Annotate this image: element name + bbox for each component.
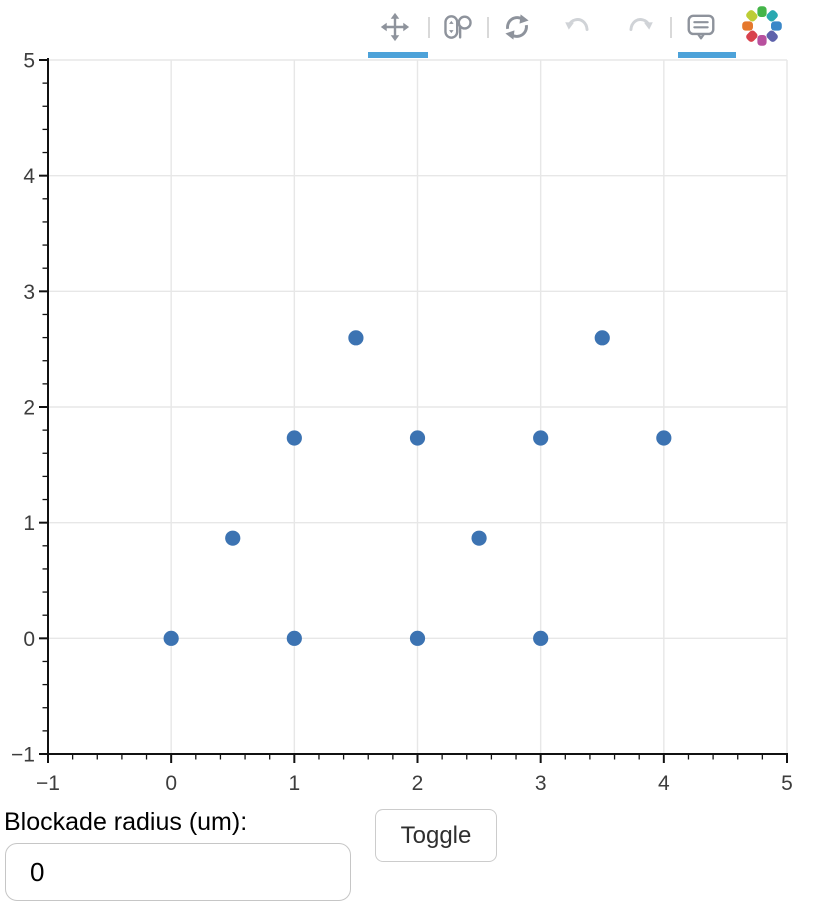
y-tick-label: 3 (23, 281, 35, 304)
redo-icon (629, 18, 653, 31)
wheel-zoom-icon (444, 15, 472, 39)
scatter-point (533, 430, 549, 446)
scatter-point (409, 430, 426, 446)
scatter-plot-canvas[interactable]: −1 0 1 2 3 4 5 −1 0 1 2 3 4 5 (0, 0, 820, 800)
scatter-point (656, 430, 672, 446)
undo-icon (565, 18, 589, 31)
x-tick-label: 3 (535, 772, 547, 795)
pan-icon (380, 12, 410, 42)
toolbar-separator (487, 17, 489, 38)
y-tick-label: 2 (23, 397, 35, 420)
y-tick-label: −1 (11, 744, 35, 767)
scatter-point (348, 330, 364, 346)
x-tick-label: 5 (781, 772, 793, 795)
undo-tool-button[interactable] (560, 8, 596, 46)
scatter-point (409, 630, 426, 646)
bokeh-logo[interactable] (739, 3, 785, 49)
hover-active-indicator (678, 52, 736, 58)
toolbar-separator (428, 17, 430, 38)
x-tick-label: 0 (165, 772, 177, 795)
scatter-point (286, 430, 302, 446)
toolbar-separator (670, 17, 672, 38)
bokeh-logo-icon (742, 6, 782, 46)
plot-toolbar (0, 0, 820, 60)
redo-tool-button[interactable] (622, 8, 658, 46)
hover-tool-button[interactable] (683, 8, 719, 46)
reset-icon (505, 14, 529, 40)
x-tick-label: 4 (658, 772, 670, 795)
pan-active-indicator (368, 52, 428, 58)
widget-controls: Blockade radius (um): Toggle (0, 800, 820, 916)
toggle-button[interactable]: Toggle (375, 809, 497, 862)
scatter-point (163, 630, 179, 646)
y-tick-label: 5 (23, 50, 35, 73)
y-tick-label: 0 (23, 628, 35, 651)
pan-tool-button[interactable] (377, 8, 413, 46)
hover-icon (687, 14, 715, 40)
scatter-point (594, 330, 610, 346)
scatter-point (286, 630, 302, 646)
y-tick-label: 4 (23, 165, 35, 188)
blockade-radius-input[interactable] (5, 843, 351, 901)
scatter-point (471, 530, 487, 546)
x-tick-label: 1 (288, 772, 300, 795)
blockade-radius-label: Blockade radius (um): (4, 808, 248, 836)
y-tick-label: 1 (23, 512, 35, 535)
scatter-point (533, 630, 549, 646)
reset-tool-button[interactable] (499, 8, 535, 46)
scatter-point (225, 530, 241, 546)
x-tick-label: 2 (412, 772, 424, 795)
wheel-zoom-tool-button[interactable] (440, 8, 476, 46)
x-tick-label: −1 (36, 772, 60, 795)
